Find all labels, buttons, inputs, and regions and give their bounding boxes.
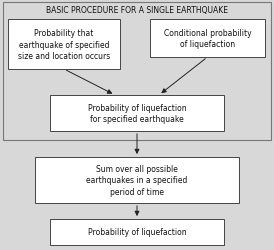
Bar xyxy=(50,96,224,132)
Text: Probability of liquefaction
for specified earthquake: Probability of liquefaction for specifie… xyxy=(88,104,186,124)
Text: Probability that
earthquake of specified
size and location occurs: Probability that earthquake of specified… xyxy=(18,29,110,60)
Bar xyxy=(150,20,265,58)
Text: Conditional probability
of liquefaction: Conditional probability of liquefaction xyxy=(164,29,251,49)
Bar xyxy=(35,157,239,203)
Bar xyxy=(3,3,271,140)
Text: Probability of liquefaction: Probability of liquefaction xyxy=(88,228,186,236)
Text: BASIC PROCEDURE FOR A SINGLE EARTHQUAKE: BASIC PROCEDURE FOR A SINGLE EARTHQUAKE xyxy=(46,6,228,16)
Bar xyxy=(50,219,224,245)
Text: Sum over all possible
earthquakes in a specified
period of time: Sum over all possible earthquakes in a s… xyxy=(86,165,188,196)
Bar xyxy=(8,20,120,70)
